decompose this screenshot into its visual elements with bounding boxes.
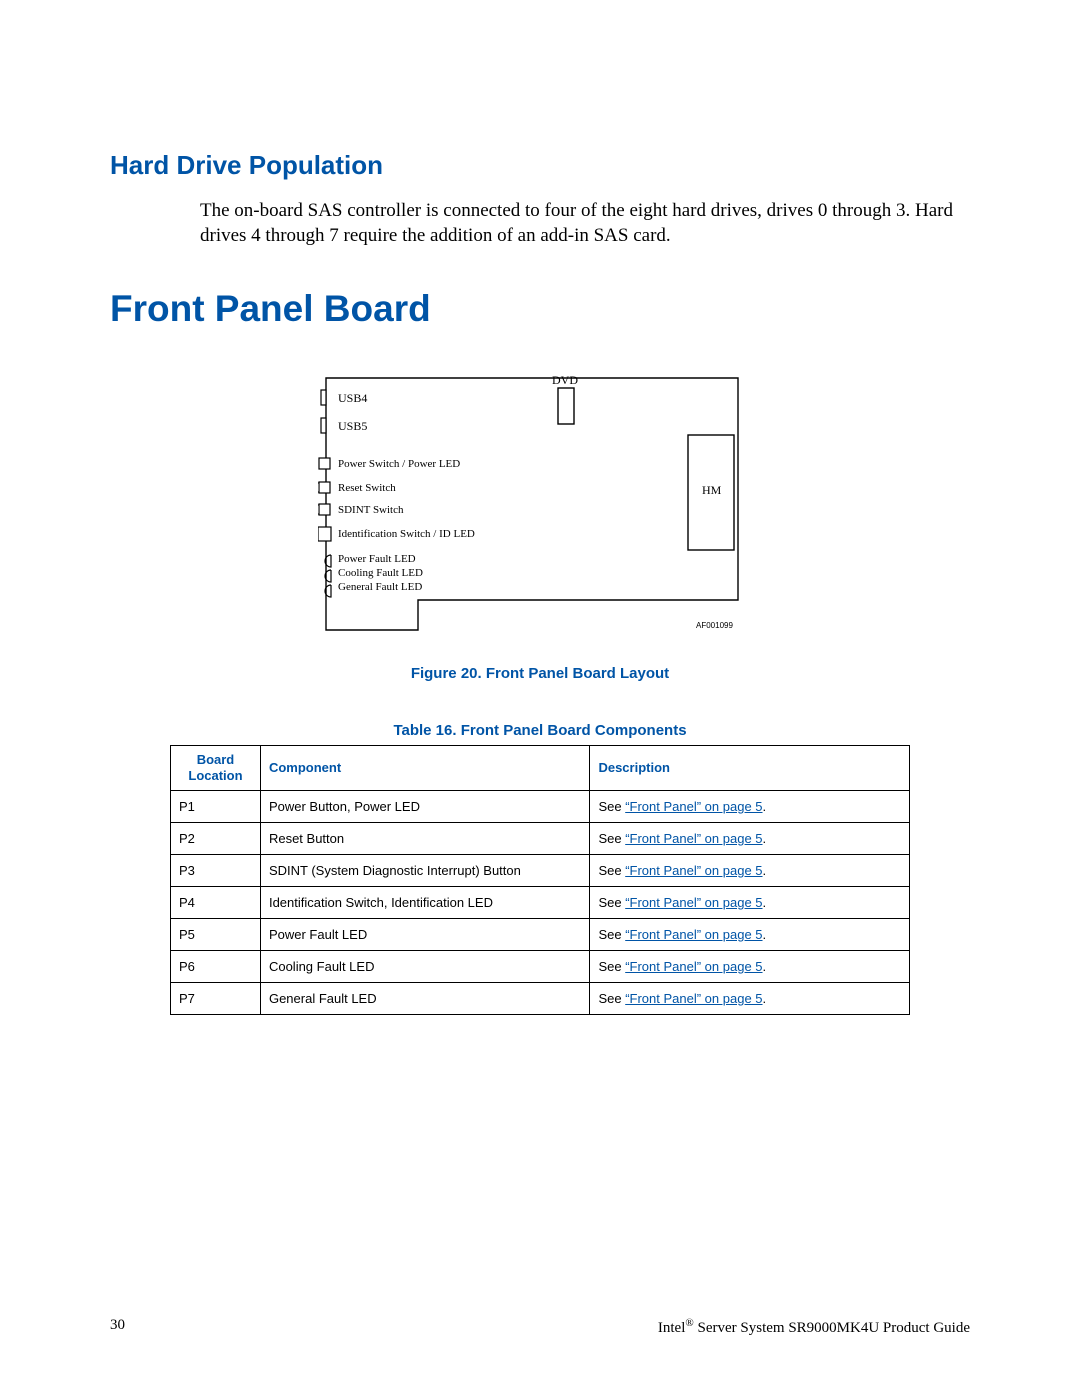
diagram-label-sdint-switch: SDINT Switch: [338, 504, 404, 516]
table-row: P5Power Fault LEDSee “Front Panel” on pa…: [171, 918, 910, 950]
cell-component: Power Fault LED: [260, 918, 590, 950]
page-number: 30: [110, 1317, 125, 1337]
table-row: P7General Fault LEDSee “Front Panel” on …: [171, 982, 910, 1014]
diagram-label-dvd: DVD: [552, 373, 578, 387]
table-caption: Table 16. Front Panel Board Components: [110, 722, 970, 739]
cell-component: Cooling Fault LED: [260, 950, 590, 982]
front-panel-link[interactable]: “Front Panel” on page 5: [625, 831, 762, 846]
cell-description: See “Front Panel” on page 5.: [590, 982, 910, 1014]
cell-description: See “Front Panel” on page 5.: [590, 790, 910, 822]
diagram-label-usb5: USB5: [338, 419, 367, 433]
front-panel-link[interactable]: “Front Panel” on page 5: [625, 927, 762, 942]
front-panel-link[interactable]: “Front Panel” on page 5: [625, 991, 762, 1006]
table-row: P6Cooling Fault LEDSee “Front Panel” on …: [171, 950, 910, 982]
front-panel-link[interactable]: “Front Panel” on page 5: [625, 895, 762, 910]
col-header-description: Description: [590, 746, 910, 790]
diagram-label-cooling-fault: Cooling Fault LED: [338, 567, 423, 579]
figure-caption: Figure 20. Front Panel Board Layout: [110, 665, 970, 682]
diagram-label-usb4: USB4: [338, 391, 367, 405]
front-panel-link[interactable]: “Front Panel” on page 5: [625, 799, 762, 814]
table-row: P4Identification Switch, Identification …: [171, 886, 910, 918]
cell-component: General Fault LED: [260, 982, 590, 1014]
components-table: BoardLocation Component Description P1Po…: [170, 745, 910, 1014]
table-row: P3SDINT (System Diagnostic Interrupt) Bu…: [171, 854, 910, 886]
figure-container: USB4 USB5 DVD HM Power Switch / Power LE…: [110, 370, 970, 655]
diagram-label-hm: HM: [702, 483, 722, 497]
col-header-location: BoardLocation: [171, 746, 261, 790]
diagram-label-general-fault: General Fault LED: [338, 581, 422, 593]
page-footer: 30 Intel® Server System SR9000MK4U Produ…: [110, 1317, 970, 1337]
front-panel-link[interactable]: “Front Panel” on page 5: [625, 863, 762, 878]
table-header-row: BoardLocation Component Description: [171, 746, 910, 790]
cell-component: SDINT (System Diagnostic Interrupt) Butt…: [260, 854, 590, 886]
document-page: Hard Drive Population The on-board SAS c…: [0, 0, 1080, 1397]
cell-location: P2: [171, 822, 261, 854]
section-heading-hard-drive: Hard Drive Population: [110, 150, 970, 181]
front-panel-diagram: USB4 USB5 DVD HM Power Switch / Power LE…: [318, 370, 763, 655]
cell-component: Power Button, Power LED: [260, 790, 590, 822]
body-paragraph: The on-board SAS controller is connected…: [200, 199, 960, 248]
cell-description: See “Front Panel” on page 5.: [590, 950, 910, 982]
cell-description: See “Front Panel” on page 5.: [590, 886, 910, 918]
cell-location: P5: [171, 918, 261, 950]
cell-location: P7: [171, 982, 261, 1014]
cell-description: See “Front Panel” on page 5.: [590, 854, 910, 886]
diagram-label-id-switch: Identification Switch / ID LED: [338, 528, 475, 540]
cell-description: See “Front Panel” on page 5.: [590, 822, 910, 854]
col-header-component: Component: [260, 746, 590, 790]
cell-location: P6: [171, 950, 261, 982]
diagram-label-reset-switch: Reset Switch: [338, 482, 396, 494]
cell-location: P1: [171, 790, 261, 822]
diagram-label-power-fault: Power Fault LED: [338, 553, 416, 565]
footer-product: Intel® Server System SR9000MK4U Product …: [658, 1317, 970, 1337]
cell-location: P4: [171, 886, 261, 918]
cell-location: P3: [171, 854, 261, 886]
table-row: P1Power Button, Power LEDSee “Front Pane…: [171, 790, 910, 822]
table-row: P2Reset ButtonSee “Front Panel” on page …: [171, 822, 910, 854]
diagram-ref: AF001099: [696, 621, 733, 630]
diagram-label-power-switch: Power Switch / Power LED: [338, 458, 460, 470]
cell-component: Identification Switch, Identification LE…: [260, 886, 590, 918]
cell-description: See “Front Panel” on page 5.: [590, 918, 910, 950]
section-heading-front-panel: Front Panel Board: [110, 288, 970, 330]
front-panel-link[interactable]: “Front Panel” on page 5: [625, 959, 762, 974]
cell-component: Reset Button: [260, 822, 590, 854]
